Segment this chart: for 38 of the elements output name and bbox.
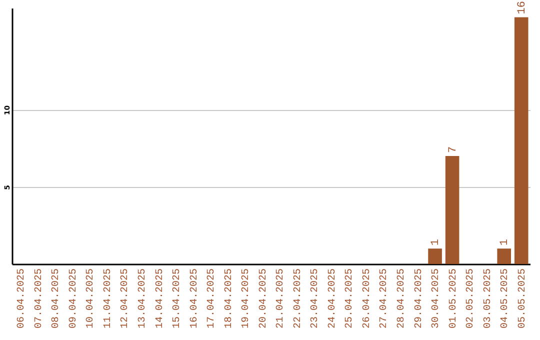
x-tick-label: 06.04.2025 bbox=[16, 268, 28, 329]
x-tick-label: 21.04.2025 bbox=[276, 268, 287, 329]
x-tick-label: 16.04.2025 bbox=[189, 268, 200, 329]
bar bbox=[445, 156, 460, 264]
data-label: 7 bbox=[447, 146, 460, 154]
x-tick-label: 25.04.2025 bbox=[344, 268, 356, 329]
x-tick-label: 02.05.2025 bbox=[466, 268, 477, 329]
x-tick-label: 04.05.2025 bbox=[500, 268, 512, 329]
x-tick-label: 20.04.2025 bbox=[258, 268, 270, 329]
data-label: 16 bbox=[516, 1, 528, 14]
data-label: 1 bbox=[499, 238, 512, 246]
x-tick-label: 08.04.2025 bbox=[51, 268, 62, 329]
x-tick-label: 30.04.2025 bbox=[431, 268, 442, 329]
x-tick-label: 11.04.2025 bbox=[102, 268, 114, 329]
x-tick-label: 12.04.2025 bbox=[120, 268, 132, 329]
bar bbox=[497, 248, 512, 264]
x-tick-label: 27.04.2025 bbox=[379, 268, 390, 329]
x-tick-label: 19.04.2025 bbox=[241, 268, 252, 329]
x-tick-label: 18.04.2025 bbox=[224, 268, 235, 329]
x-tick-label: 24.04.2025 bbox=[327, 268, 338, 329]
x-tick-label: 01.05.2025 bbox=[448, 268, 460, 329]
x-tick-label: 14.04.2025 bbox=[154, 268, 166, 329]
x-tick-label: 23.04.2025 bbox=[310, 268, 322, 329]
bar bbox=[428, 248, 442, 264]
x-tick-label: 09.04.2025 bbox=[68, 268, 80, 329]
x-tick-label: 10.04.2025 bbox=[86, 268, 97, 329]
x-tick-label: 13.04.2025 bbox=[138, 268, 148, 329]
bar bbox=[514, 17, 528, 264]
data-label: 1 bbox=[430, 238, 442, 246]
x-tick-label: 26.04.2025 bbox=[362, 268, 373, 329]
x-tick-label: 22.04.2025 bbox=[292, 268, 304, 329]
x-tick-label: 03.05.2025 bbox=[482, 268, 494, 329]
x-tick-label: 29.04.2025 bbox=[414, 268, 425, 329]
x-tick-label: 05.05.2025 bbox=[517, 268, 528, 329]
x-tick-label: 07.04.2025 bbox=[34, 268, 45, 329]
x-tick-label: 15.04.2025 bbox=[172, 268, 184, 329]
x-tick-label: 17.04.2025 bbox=[206, 268, 218, 329]
x-tick-label: 28.04.2025 bbox=[396, 268, 408, 329]
